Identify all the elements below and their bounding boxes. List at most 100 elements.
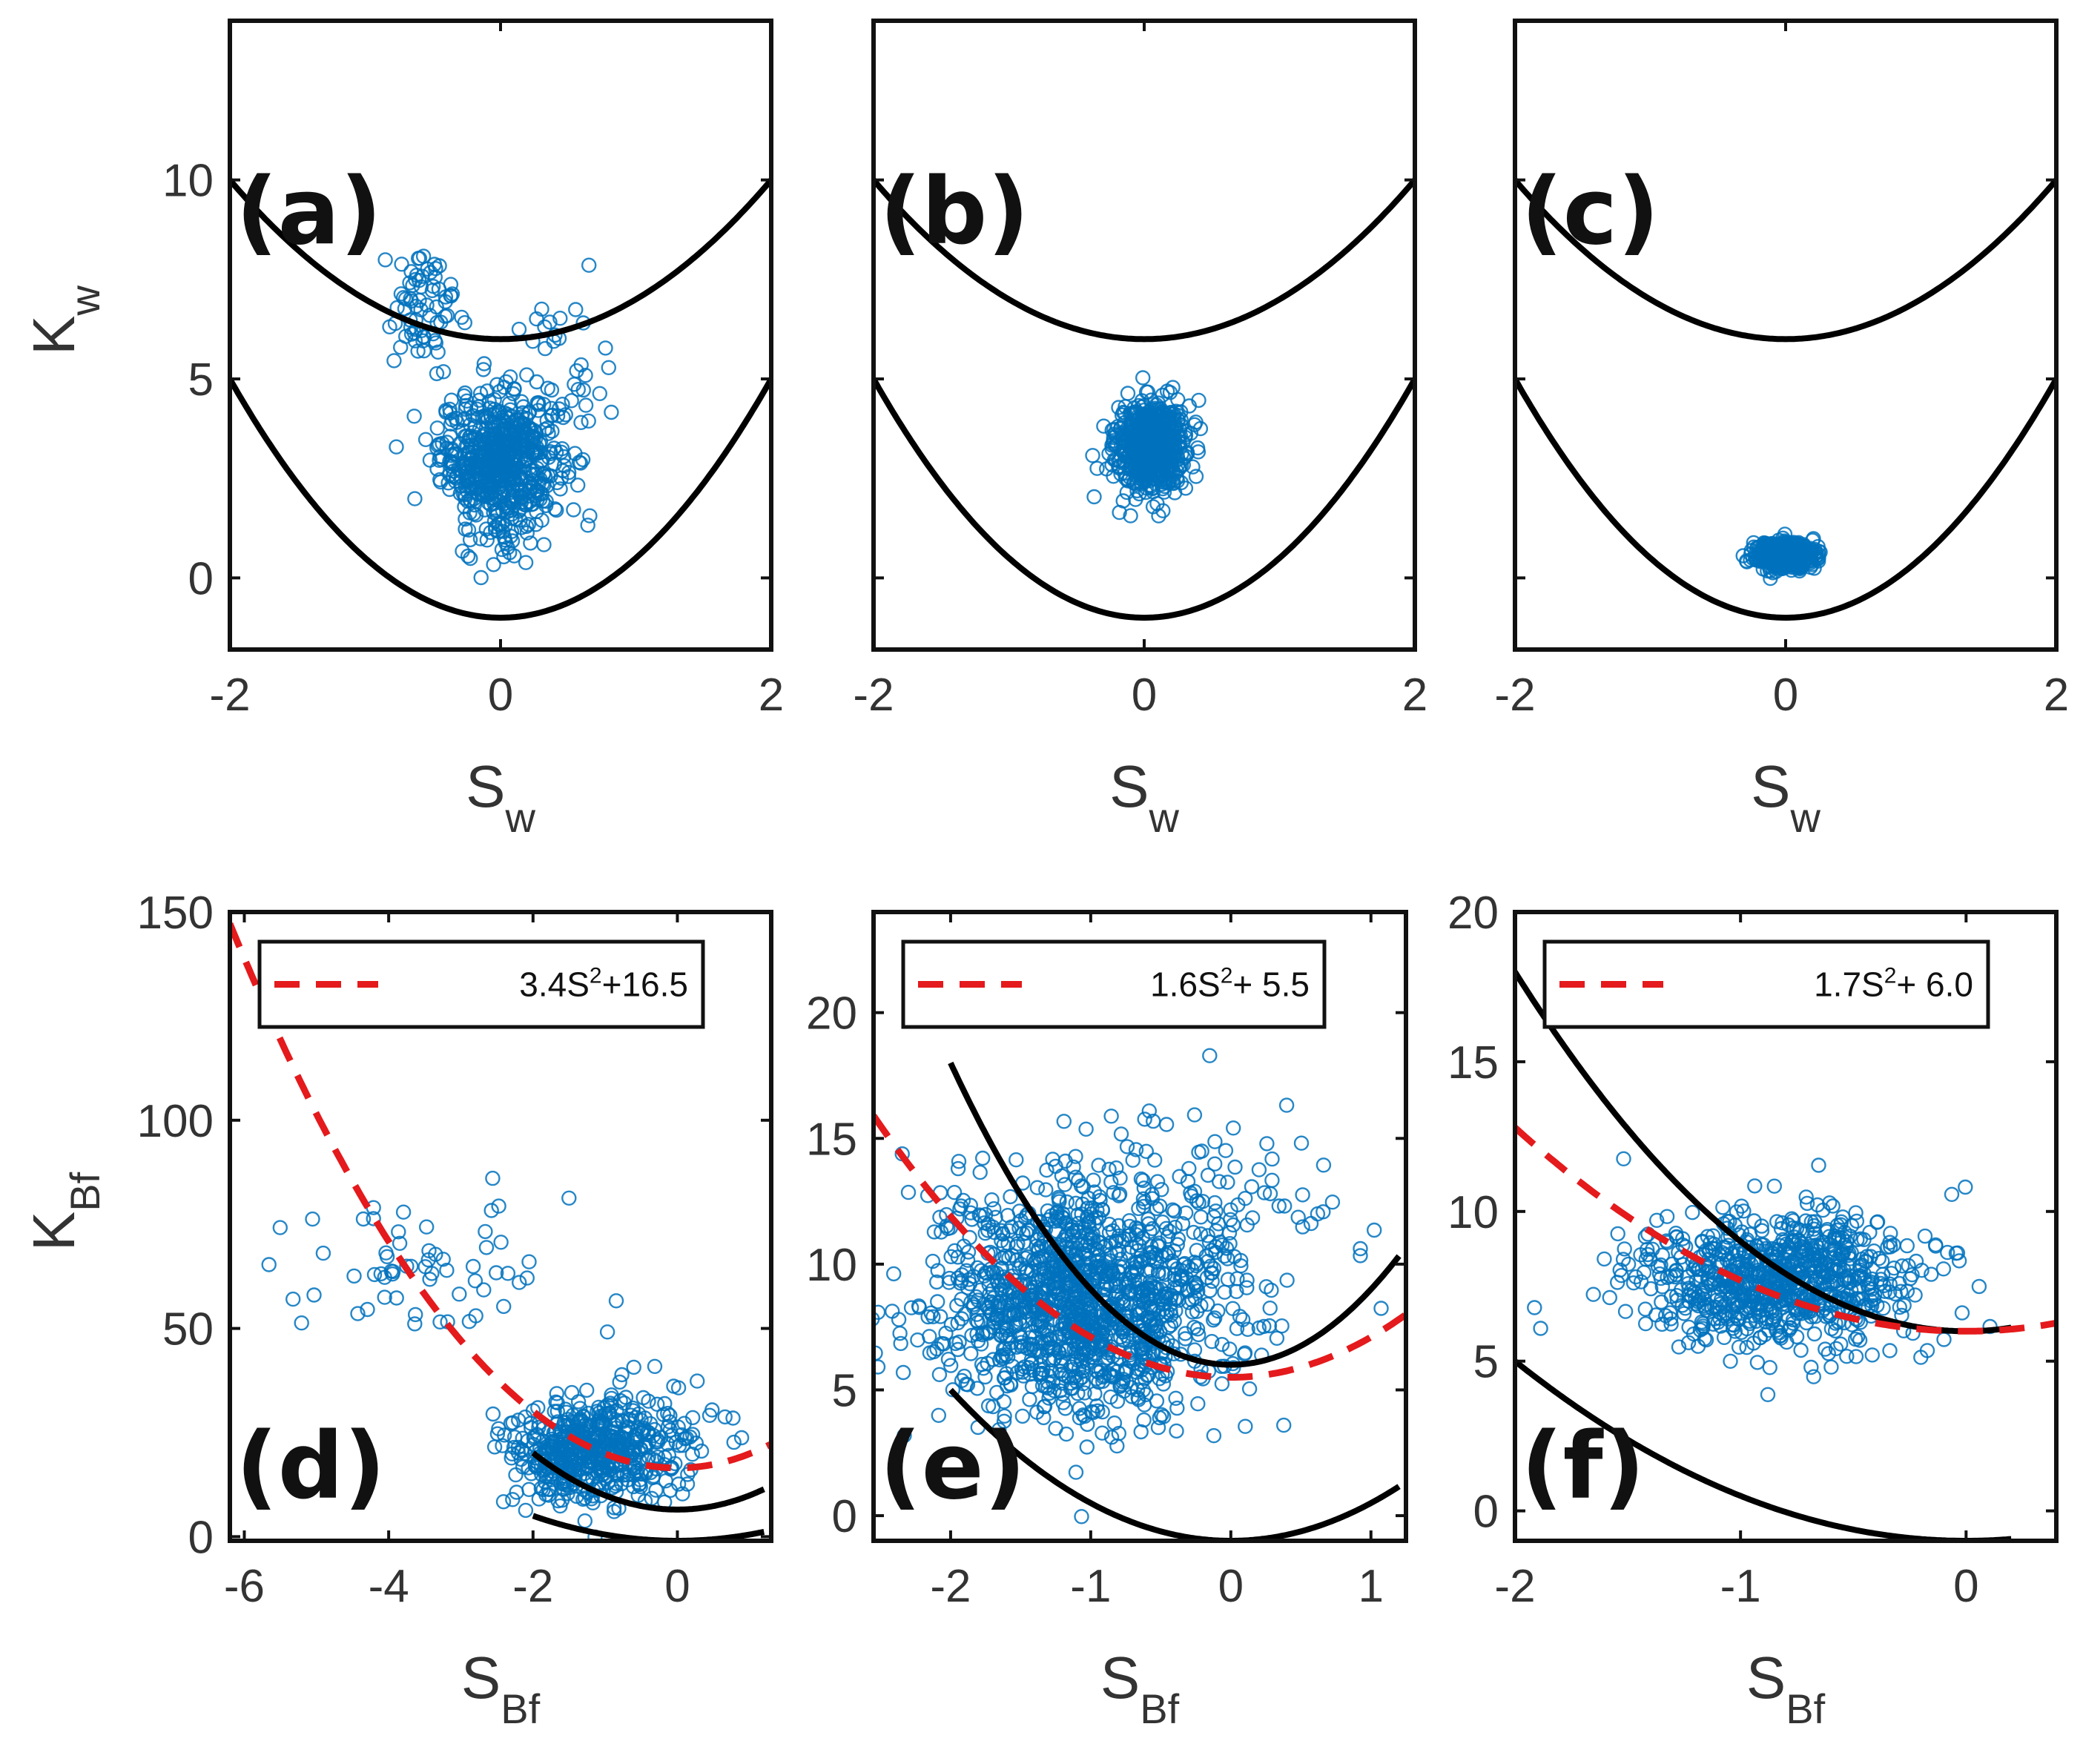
data-point [1741,1281,1757,1297]
data-point [1864,1347,1881,1363]
data-point [468,507,484,523]
data-point [463,400,479,416]
data-point [1074,1272,1090,1289]
data-point [472,386,489,401]
data-point [577,1490,593,1506]
data-point [1793,1238,1809,1255]
data-point [996,1413,1012,1430]
data-point [982,1324,998,1340]
data-point [670,1476,687,1492]
data-point [1149,1174,1166,1189]
data-point [1239,1272,1255,1288]
data-point [1812,1295,1827,1311]
data-point [491,1198,506,1214]
data-point [506,1439,522,1456]
data-point [1612,1262,1628,1278]
data-point [1899,1238,1915,1254]
data-point [523,1420,539,1436]
data-point [1043,1208,1060,1223]
data-point [569,1488,584,1504]
data-point [1852,1262,1869,1278]
data-point [633,1479,648,1495]
data-point [997,1315,1013,1331]
data-point [984,1192,1000,1208]
data-point [1048,1279,1064,1295]
plot-area [1515,178,2056,621]
data-point [1218,1143,1234,1158]
data-point [461,1313,478,1329]
data-point [1907,1287,1923,1303]
data-point [601,360,616,375]
data-point [1101,1216,1118,1232]
data-point [1086,1270,1101,1286]
data-point [1112,1186,1128,1202]
bound-lower-curve [948,1387,1401,1541]
data-point [1615,1252,1631,1267]
data-point [1129,1307,1144,1323]
data-point [1057,1301,1072,1316]
data-point [1054,1386,1071,1402]
data-point [1141,1103,1158,1119]
data-point [1668,1229,1685,1245]
data-point [604,1480,620,1496]
data-point [1146,1152,1163,1168]
data-point [993,1261,1009,1277]
data-point [528,425,544,440]
data-point [1668,1287,1685,1304]
data-point [1617,1241,1632,1257]
data-point [1220,1272,1236,1287]
data-point [457,487,473,503]
data-point [1155,387,1170,403]
data-point [1204,1333,1220,1350]
data-point [1643,1252,1658,1267]
data-point [1256,1318,1272,1335]
data-point [1095,1425,1110,1441]
data-point [662,1422,678,1438]
data-point [511,1412,526,1428]
data-point [1211,1174,1227,1189]
data-point [1066,1159,1081,1175]
panel-label: (d) [236,1413,386,1520]
y-tick-label: 150 [137,888,214,939]
data-point [444,441,460,457]
data-point [1003,1189,1018,1205]
data-point [564,1384,580,1401]
data-point [555,397,570,412]
data-point [1121,1332,1137,1349]
data-point [1119,1363,1135,1378]
data-point [502,369,518,385]
data-point [1818,1255,1834,1272]
data-point [408,1307,423,1323]
x-tick-label: -1 [1070,1561,1111,1612]
data-point [884,1304,900,1319]
data-point [1059,1194,1075,1210]
data-point [1038,1182,1054,1198]
data-point [984,1307,1000,1323]
data-point [1935,1261,1952,1277]
data-point [1009,1364,1026,1381]
data-point [593,1410,609,1426]
data-point [1842,1228,1858,1244]
data-point [518,1502,534,1519]
data-point [417,432,434,447]
x-tick-label: -2 [1494,670,1535,721]
data-point [1060,1341,1076,1357]
data-point [552,481,568,497]
data-point [1135,1382,1152,1398]
data-point [1256,1185,1272,1200]
data-point [534,301,549,317]
data-point [1216,1248,1232,1264]
data-point [487,441,503,457]
data-point [1089,1203,1105,1218]
data-point [489,1265,504,1281]
data-point [503,423,519,439]
bound-lower-curve [874,377,1415,621]
legend-label: 3.4S2+16.5 [519,964,688,1004]
data-point [1029,1180,1046,1195]
y-tick-label: 10 [806,1240,857,1291]
x-axis-label: SBf [1746,1645,1826,1732]
data-point [931,1407,947,1424]
data-point [936,1336,951,1352]
data-point [1152,1410,1168,1426]
data-point [536,537,552,552]
